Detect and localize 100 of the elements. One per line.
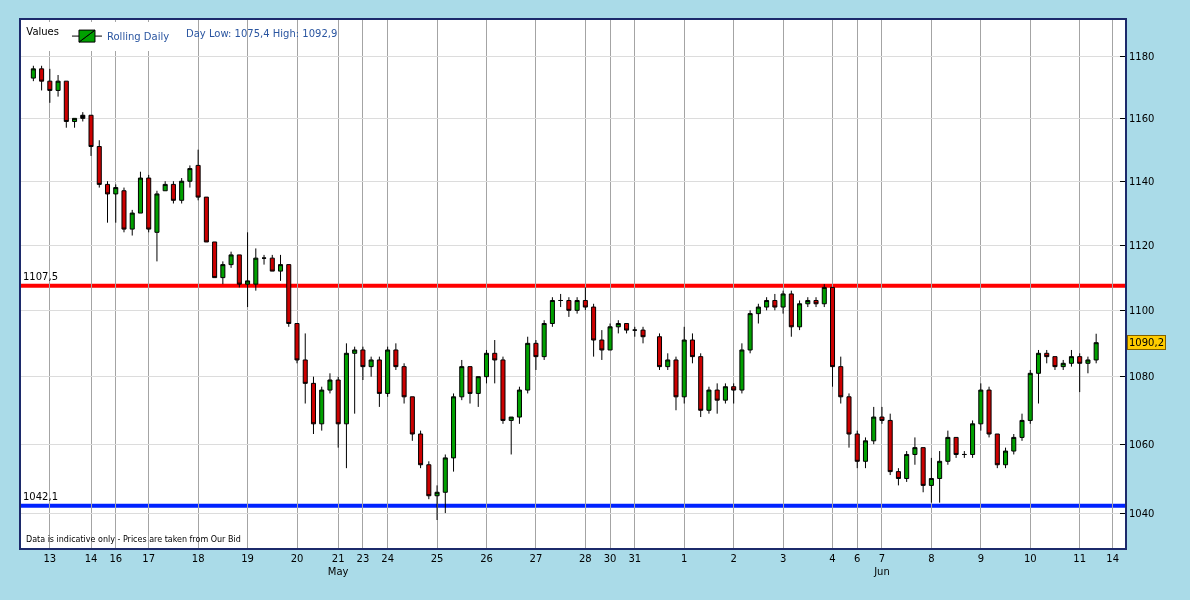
candlestick [698, 352, 704, 418]
candlestick [343, 342, 349, 469]
x-tick-label: 4 [829, 553, 836, 564]
candlestick [689, 332, 695, 364]
candlestick [335, 376, 341, 449]
candlestick [533, 339, 539, 371]
candlestick [88, 114, 94, 157]
candlestick [937, 450, 943, 504]
x-tick-label: 3 [779, 553, 787, 564]
candlestick [121, 187, 127, 233]
candlestick [1068, 349, 1074, 368]
y-tick-label: 1120 [1129, 239, 1155, 251]
annotation: Data is indicative only - Prices are taken from Our Bid [26, 535, 241, 544]
candlestick [294, 323, 300, 364]
candlestick [764, 296, 770, 311]
candlestick [401, 362, 407, 405]
candlestick [986, 386, 992, 438]
candlestick [327, 372, 333, 394]
candlestick [961, 450, 967, 459]
candlestick [352, 346, 358, 415]
x-tick-label: 13 [43, 553, 57, 564]
ref-line-label: 1042,1 [23, 491, 58, 502]
x-tick-label: 2 [730, 553, 737, 564]
candlestick [203, 196, 209, 243]
candlestick [170, 180, 176, 204]
x-tick-label: 21 May [327, 553, 349, 577]
candlestick [483, 349, 490, 384]
x-tick-label: 26 [480, 553, 493, 564]
candlestick [928, 457, 934, 504]
candlestick [253, 247, 259, 292]
candlestick [797, 299, 803, 331]
candlestick [813, 296, 819, 308]
candlestick [104, 180, 111, 224]
candlestick [978, 382, 984, 432]
x-tick-label: 6 [854, 553, 861, 564]
x-tick-label: 27 [529, 553, 543, 564]
x-tick-label: 19 [241, 553, 254, 564]
candlestick [451, 392, 457, 473]
candlestick [574, 296, 580, 315]
candlestick [599, 329, 605, 361]
ref-line-label: 1107,5 [23, 271, 58, 282]
x-tick-label: 10 [1023, 553, 1037, 564]
candlestick [286, 264, 292, 328]
candlestick [673, 356, 679, 411]
candlestick [1060, 359, 1066, 371]
candlestick [409, 396, 415, 442]
y-tick-label: 1080 [1129, 371, 1155, 383]
candlestick [904, 450, 910, 483]
text: 1090,2 [1129, 337, 1164, 348]
candlestick [47, 68, 53, 104]
candlestick [278, 254, 284, 282]
candlestick [1011, 433, 1017, 455]
legend-label: Rolling Daily [106, 30, 170, 42]
candlestick [310, 376, 316, 435]
candlestick [624, 323, 630, 334]
candlestick [632, 326, 638, 338]
candlestick [788, 290, 794, 338]
candlestick [137, 171, 143, 214]
candlestick [39, 65, 45, 91]
y-tick-label: 1100 [1129, 304, 1155, 316]
candlestick [1093, 333, 1099, 364]
candlestick [525, 336, 531, 394]
candlestick [129, 209, 135, 237]
candlestick [615, 319, 621, 334]
y-tick-label: 1160 [1129, 112, 1155, 124]
candlestick [953, 436, 959, 459]
y-tick-label: 1140 [1129, 175, 1155, 187]
candlestick [854, 430, 860, 469]
x-tick-label: 31 [628, 553, 642, 564]
candlestick [607, 323, 613, 351]
candlestick [245, 231, 251, 308]
candlestick [63, 80, 69, 129]
candlestick [228, 251, 234, 269]
candlestick [739, 342, 745, 394]
candlestick [96, 139, 102, 189]
candlestick [269, 254, 275, 272]
candlestick [72, 117, 78, 129]
candlestick [780, 290, 786, 315]
candlestick [426, 460, 432, 500]
candlestick [368, 356, 374, 378]
x-tick-label: 25 [430, 553, 444, 564]
candlestick [920, 447, 926, 493]
candlestick [805, 296, 811, 308]
candlestick [706, 386, 712, 415]
candlestick [846, 392, 852, 449]
x-tick-label: 30 [603, 553, 617, 564]
candlestick [187, 164, 193, 189]
candlestick [566, 296, 572, 318]
x-tick-label: 11 [1073, 553, 1087, 564]
x-tick-label: 14 [1106, 553, 1120, 564]
candlestick [871, 406, 877, 445]
candlestick [755, 303, 761, 324]
candlestick [418, 430, 424, 469]
candlestick [467, 366, 473, 405]
candlestick [640, 326, 646, 344]
candlestick [385, 346, 391, 398]
candlestick [772, 293, 778, 311]
x-tick-label: 24 [381, 553, 394, 564]
x-tick-label: 7 Jun [873, 553, 890, 577]
candlestick [722, 382, 728, 405]
